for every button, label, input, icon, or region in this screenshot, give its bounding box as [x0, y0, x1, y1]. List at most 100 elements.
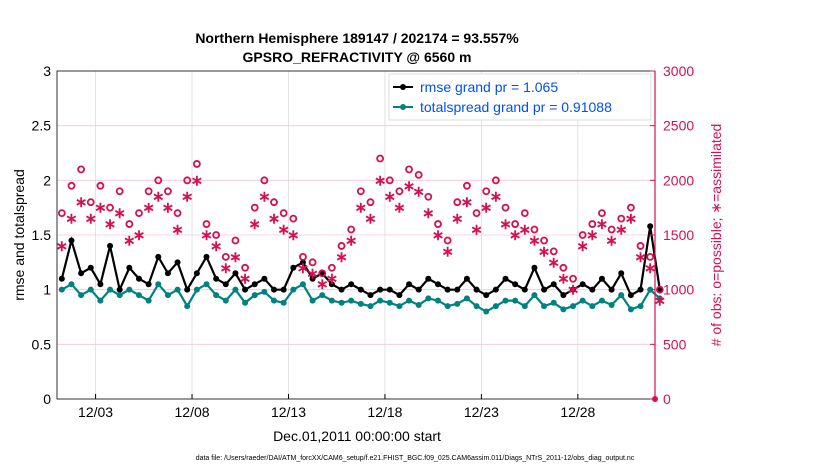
assimilated-obs-point: ∗ [133, 227, 146, 244]
series-point [463, 275, 470, 282]
series-point [637, 303, 644, 310]
series-point [155, 281, 162, 288]
series-point [444, 303, 451, 310]
series-point [627, 306, 634, 313]
y2-tick-label: 0 [663, 391, 671, 407]
assimilated-obs-point: ∗ [451, 211, 464, 228]
series-point [627, 292, 634, 299]
series-point [251, 281, 258, 288]
series-point [386, 299, 393, 306]
assimilated-obs-point: ∗ [654, 293, 667, 310]
series-point [550, 299, 557, 306]
series-1 [58, 281, 663, 315]
possible-obs-point [86, 198, 95, 207]
series-point [261, 275, 268, 282]
assimilated-obs-point: ∗ [181, 189, 194, 206]
assimilated-obs-point: ∗ [586, 227, 599, 244]
possible-obs-point [347, 225, 356, 234]
series-point [68, 281, 75, 288]
series-point [570, 303, 577, 310]
y-tick-label: 3 [43, 63, 51, 79]
x-tick-label: 12/28 [560, 404, 595, 420]
assimilated-obs-point: ∗ [162, 200, 175, 217]
assimilated-obs-point: ∗ [644, 260, 657, 277]
series-point [116, 286, 123, 293]
series-point [290, 286, 297, 293]
assimilated-obs-point: ∗ [432, 227, 445, 244]
chart-title-line1: Northern Hemisphere 189147 / 202174 = 93… [195, 30, 519, 46]
possible-obs-point [646, 252, 655, 261]
possible-obs-point [212, 231, 221, 239]
x-tick-label: 12/13 [271, 404, 306, 420]
series-point [473, 303, 480, 310]
series-point [512, 281, 519, 288]
series-point [145, 281, 152, 288]
y-tick-label: 0.5 [32, 336, 52, 352]
series-point [406, 281, 413, 288]
y2-tick-label: 1500 [663, 227, 694, 243]
series-point [155, 253, 162, 260]
series-3: ∗∗∗∗∗∗∗∗∗∗∗∗∗∗∗∗∗∗∗∗∗∗∗∗∗∗∗∗∗∗∗∗∗∗∗∗∗∗∗∗… [56, 172, 667, 309]
y2-axis-label: # of obs: o=possible; ∗=assimilated [708, 124, 724, 347]
series-point [232, 270, 239, 277]
series-point [213, 275, 220, 282]
possible-obs-point [559, 263, 568, 272]
possible-obs-point [540, 236, 548, 245]
series-point [386, 286, 393, 293]
series-point [415, 301, 422, 308]
possible-obs-point [289, 214, 298, 223]
assimilated-obs-point: ∗ [383, 189, 396, 206]
series-point [193, 286, 200, 293]
assimilated-obs-point: ∗ [490, 189, 503, 206]
series-point [512, 297, 519, 304]
possible-obs-point [607, 225, 616, 234]
assimilated-obs-point: ∗ [528, 232, 541, 249]
assimilated-obs-point: ∗ [470, 222, 483, 239]
series-point [579, 297, 586, 304]
assimilated-obs-point: ∗ [152, 189, 165, 206]
y2-tick-label: 2000 [663, 172, 694, 188]
possible-obs-point [241, 263, 249, 272]
series-point [463, 295, 470, 302]
series-point [251, 292, 258, 299]
y-tick-label: 2.5 [32, 118, 52, 134]
assimilated-obs-point: ∗ [567, 282, 580, 299]
assimilated-obs-point: ∗ [94, 200, 107, 217]
possible-obs-point [549, 247, 558, 256]
assimilated-obs-point: ∗ [345, 232, 358, 249]
assimilated-obs-point: ∗ [171, 222, 184, 239]
possible-obs-point [414, 170, 423, 179]
y2-tick-label: 500 [663, 336, 687, 352]
series-point [570, 286, 577, 293]
assimilated-obs-point: ∗ [461, 194, 474, 211]
possible-obs-point [183, 176, 192, 185]
series-point [415, 286, 422, 293]
series-point [396, 292, 403, 299]
series-point [434, 297, 441, 304]
series-point [608, 301, 615, 308]
possible-obs-point [626, 203, 635, 212]
series-point [656, 286, 663, 293]
assimilated-obs-point: ∗ [297, 260, 310, 277]
series-point [328, 281, 335, 288]
series-point [107, 242, 114, 249]
possible-obs-point [250, 203, 259, 212]
series-point [299, 281, 306, 288]
possible-obs-point [376, 154, 385, 163]
series-point [97, 297, 104, 304]
series-point [560, 292, 567, 299]
assimilated-obs-point: ∗ [634, 249, 647, 266]
assimilated-obs-point: ∗ [625, 211, 638, 228]
y-tick-label: 2 [43, 172, 51, 188]
possible-obs-point [472, 209, 481, 218]
series-point [483, 308, 490, 315]
series-point [656, 295, 663, 302]
series-point [58, 286, 65, 293]
assimilated-obs-point: ∗ [75, 194, 88, 211]
y2-tick-label: 2500 [663, 118, 694, 134]
possible-obs-point [385, 176, 394, 185]
assimilated-obs-point: ∗ [393, 200, 406, 217]
series-point [97, 281, 104, 288]
series-point [367, 292, 374, 299]
series-point [213, 292, 220, 299]
